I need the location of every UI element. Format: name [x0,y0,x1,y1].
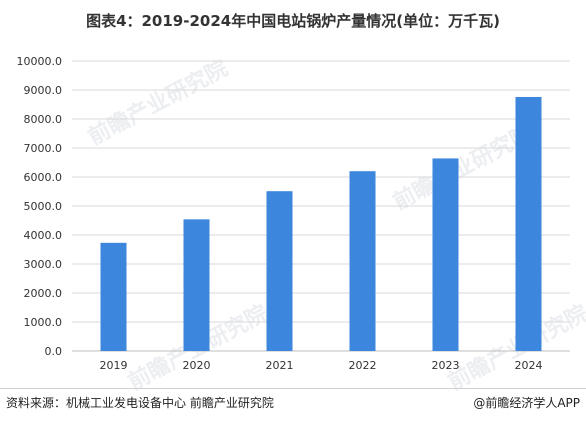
bar-2024 [515,96,542,352]
footer: 资料来源：机械工业发电设备中心 前瞻产业研究院 @前瞻经济学人APP [0,392,586,416]
x-tick-label: 2022 [349,359,377,372]
y-tick-label: 7000.0 [24,142,63,155]
y-tick-label: 0.0 [45,345,63,358]
y-tick-label: 8000.0 [24,113,63,126]
y-tick-label: 2000.0 [24,287,63,300]
bar-2023 [432,158,459,351]
y-tick-label: 6000.0 [24,171,63,184]
y-tick-label: 3000.0 [24,258,63,271]
bars [100,96,542,352]
x-tick-label: 2024 [515,359,543,372]
gridlines [72,60,570,352]
bar-2022 [349,171,376,351]
footer-divider [0,388,586,389]
brand-label: @前瞻经济学人APP [473,396,580,410]
y-tick-label: 1000.0 [24,316,63,329]
y-tick-label: 9000.0 [24,84,63,97]
x-axis-ticks: 2019 2020 2021 2022 2023 2024 [100,359,543,372]
chart-title: 图表4：2019-2024年中国电站锅炉产量情况(单位：万千瓦) [86,12,500,30]
y-tick-label: 10000.0 [17,55,63,68]
x-tick-label: 2020 [183,359,211,372]
bar-chart: 0.0 1000.0 2000.0 3000.0 4000.0 5000.0 6000.0 7… [17,55,570,372]
y-axis-ticks: 0.0 1000.0 2000.0 3000.0 4000.0 5000.0 6000.0 7… [17,55,63,358]
x-tick-label: 2019 [100,359,128,372]
y-tick-label: 5000.0 [24,200,63,213]
bar-2020 [183,219,210,351]
x-tick-label: 2023 [432,359,460,372]
x-tick-label: 2021 [266,359,294,372]
y-tick-label: 4000.0 [24,229,63,242]
source-note: 资料来源：机械工业发电设备中心 前瞻产业研究院 [6,396,274,410]
bar-2021 [266,191,293,351]
bar-2019 [100,242,127,351]
